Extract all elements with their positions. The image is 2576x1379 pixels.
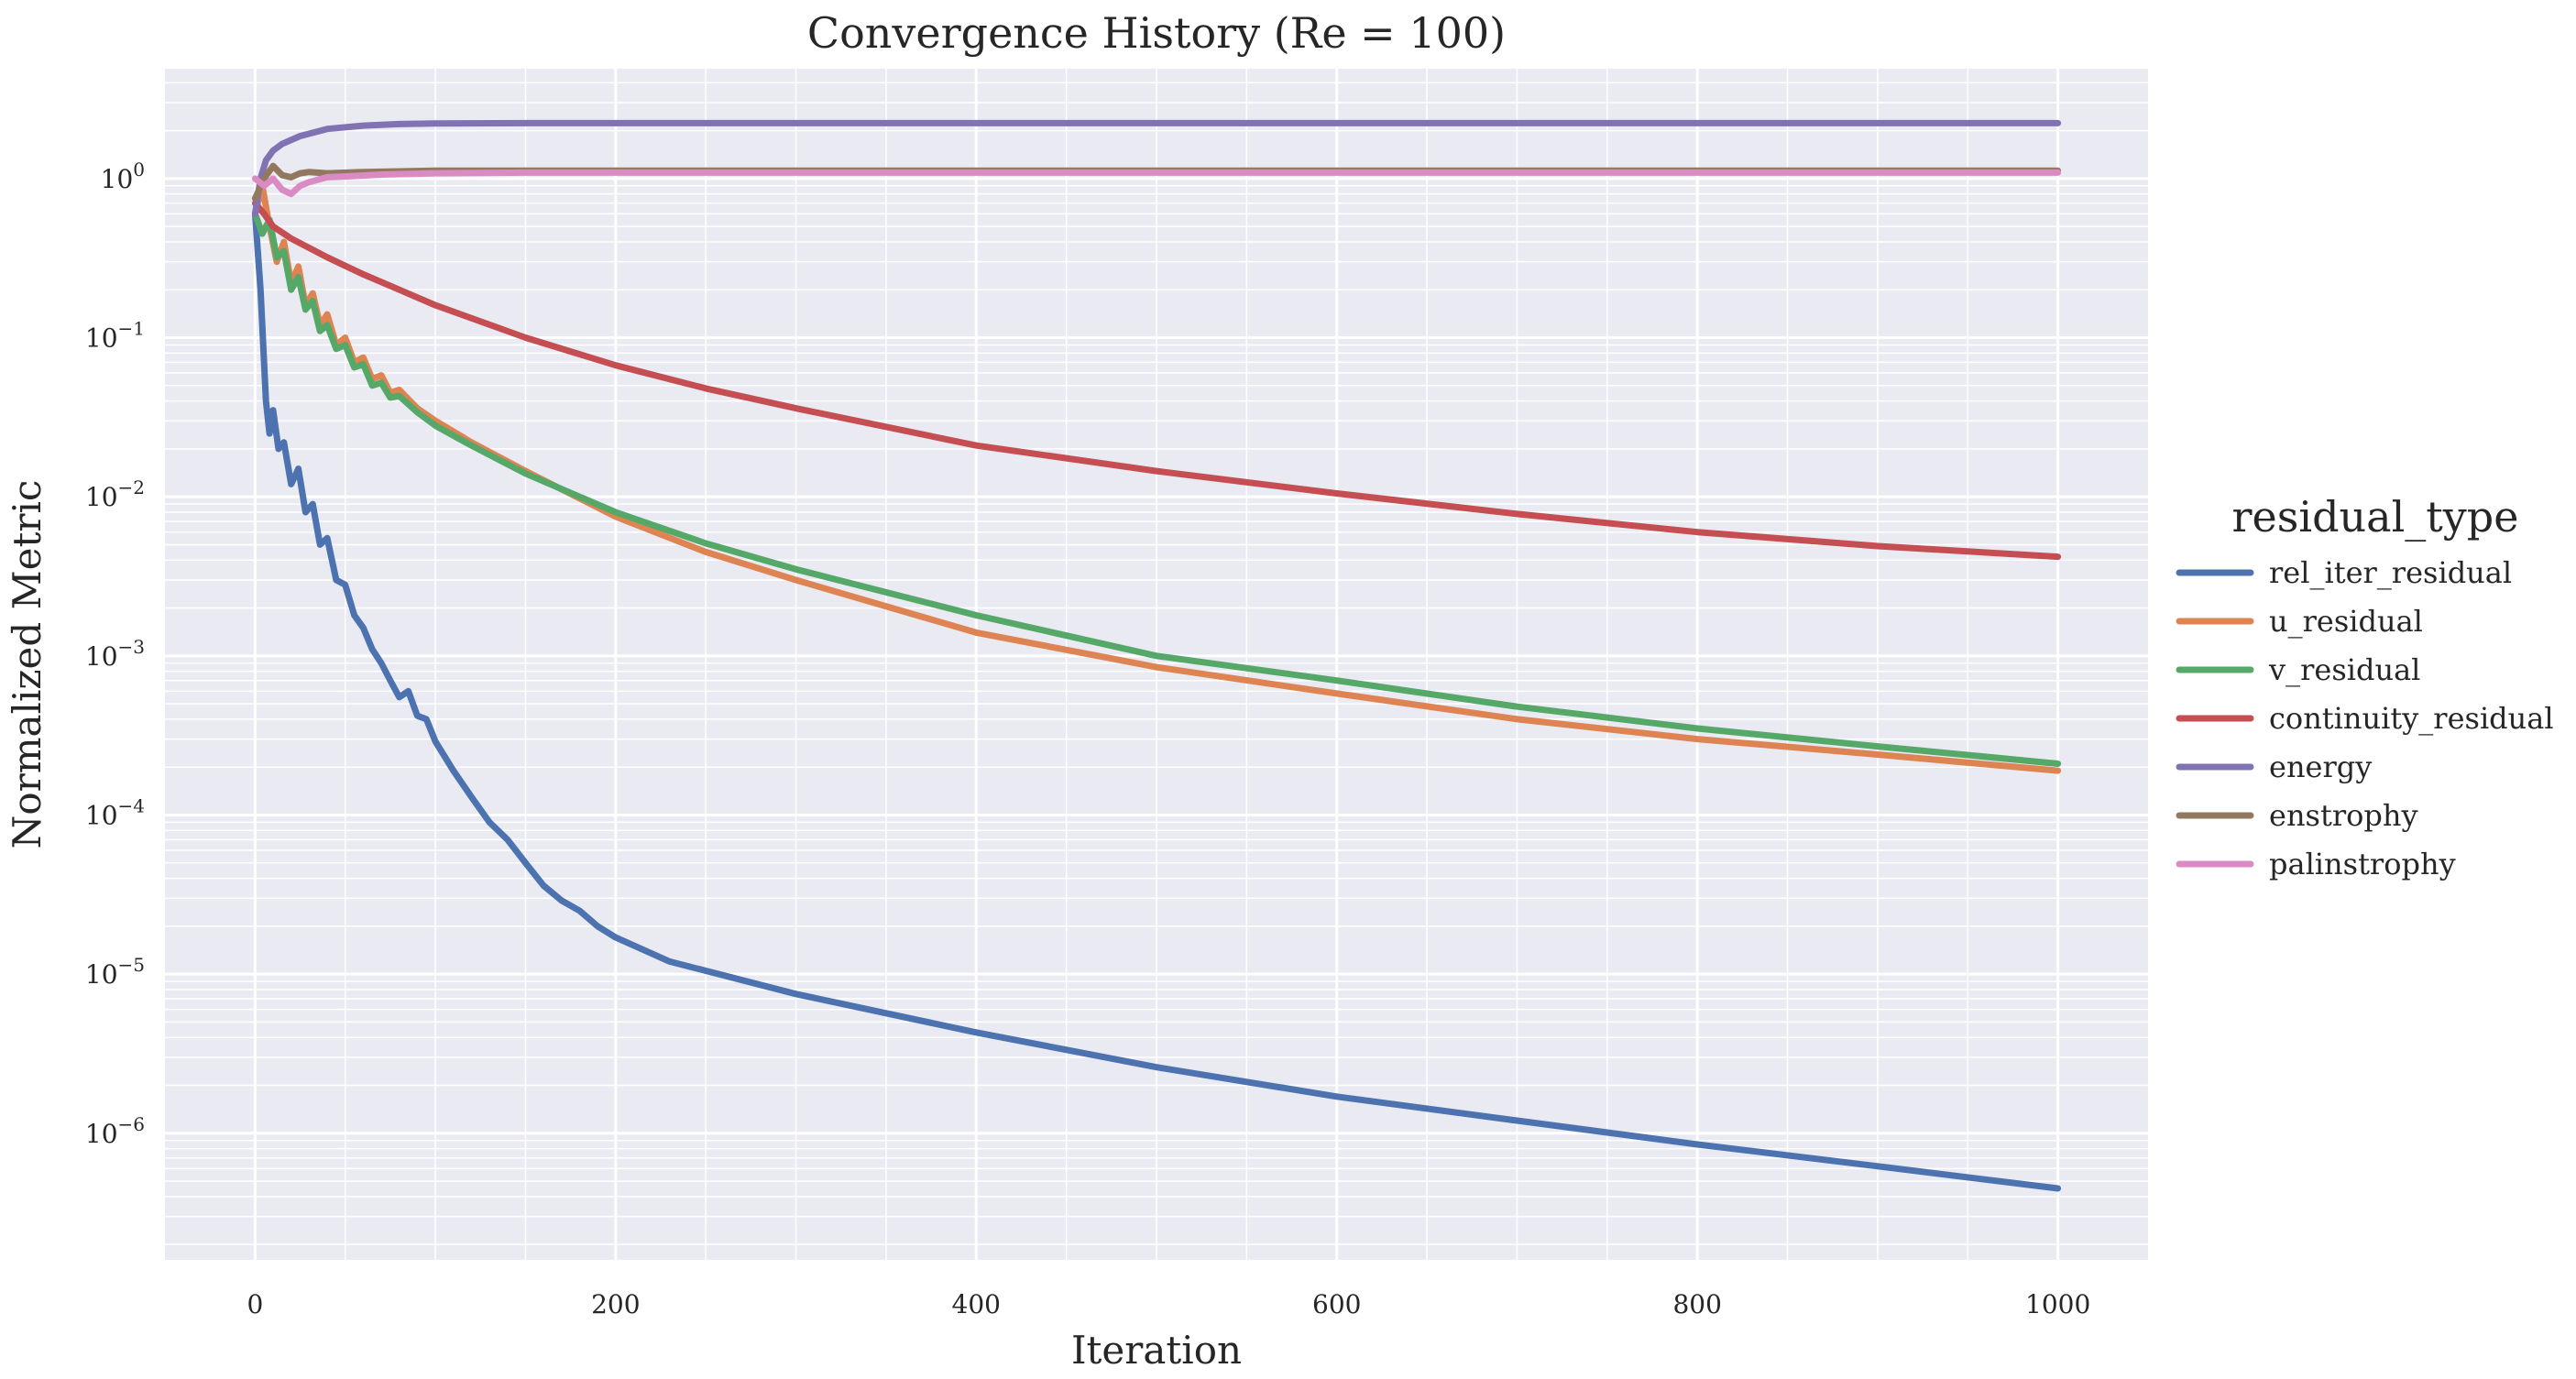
chart-title: Convergence History (Re = 100) <box>807 8 1506 58</box>
y-axis-ticks: 100 10−1 10−2 10−3 10−4 10−5 10−6 <box>85 159 145 1149</box>
x-axis-ticks: 0 200 400 600 800 1000 <box>247 1289 2090 1319</box>
x-axis-label: Iteration <box>1071 1328 1242 1373</box>
legend-label-continuity_residual: continuity_residual <box>2269 701 2554 736</box>
legend-label-rel_iter_residual: rel_iter_residual <box>2269 555 2512 590</box>
x-tick-label: 400 <box>952 1289 1001 1319</box>
series-line-palinstrophy <box>251 169 2062 198</box>
legend-items: rel_iter_residual u_residual v_residualcon… <box>2176 555 2554 881</box>
series-line-rel_iter_residual <box>251 210 2062 1192</box>
x-tick-label: 600 <box>1312 1289 1361 1319</box>
y-tick-label: 10−1 <box>85 318 145 354</box>
legend-label-energy: energy <box>2269 750 2372 784</box>
y-tick-label: 10−6 <box>85 1113 145 1149</box>
x-tick-label: 1000 <box>2025 1289 2090 1319</box>
legend: residual_type rel_iter_residual u_residua… <box>2176 492 2554 881</box>
x-tick-label: 0 <box>247 1289 263 1319</box>
x-tick-label: 800 <box>1672 1289 1721 1319</box>
y-tick-label: 100 <box>101 159 145 194</box>
series-line-u_residual <box>251 182 2062 774</box>
legend-label-v_residual: v_residual <box>2268 652 2420 687</box>
series-line-v_residual <box>251 210 2062 767</box>
series-line-energy <box>251 119 2062 217</box>
legend-title: residual_type <box>2232 492 2519 542</box>
legend-label-enstrophy: enstrophy <box>2269 798 2418 833</box>
y-axis-label: Normalized Metric <box>5 480 49 849</box>
grid <box>165 69 2148 1260</box>
y-tick-label: 10−2 <box>85 476 145 512</box>
x-tick-label: 200 <box>591 1289 640 1319</box>
y-tick-label: 10−4 <box>85 794 145 830</box>
y-tick-label: 10−5 <box>85 954 145 990</box>
y-tick-label: 10−3 <box>85 636 145 672</box>
legend-label-palinstrophy: palinstrophy <box>2269 847 2456 881</box>
legend-label-u_residual: u_residual <box>2269 604 2423 639</box>
series-line-continuity_residual <box>251 200 2062 561</box>
series-lines <box>251 119 2062 1192</box>
